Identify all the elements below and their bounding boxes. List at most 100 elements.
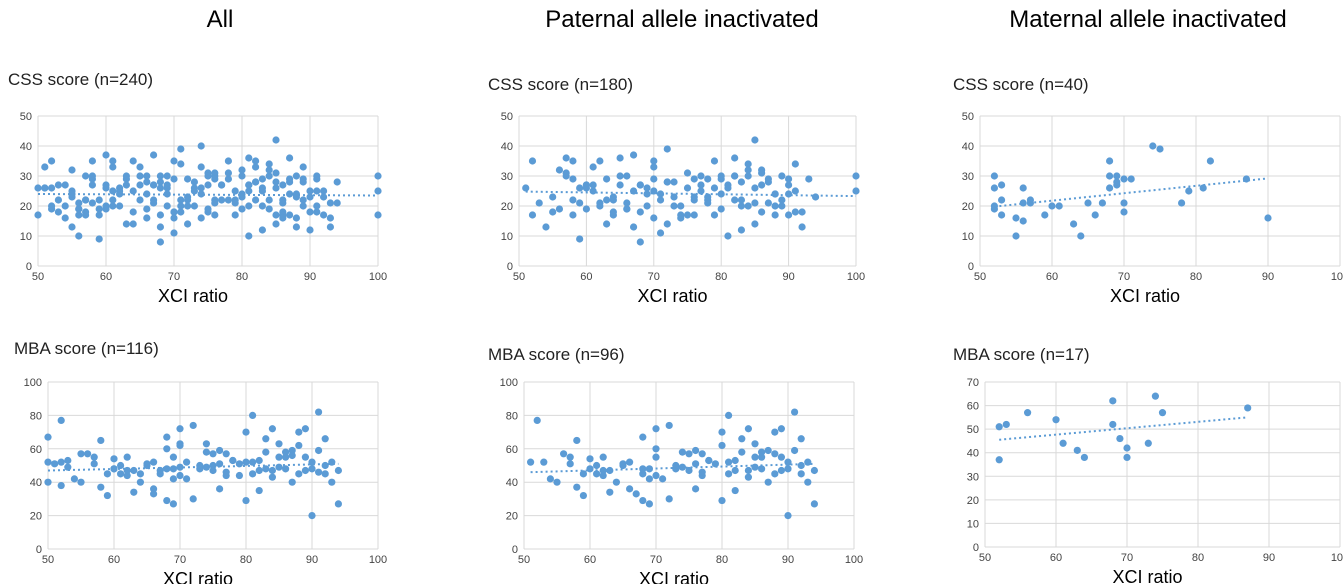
css-pat-point bbox=[737, 226, 746, 234]
mba-all-point bbox=[97, 436, 105, 445]
mba-all-point bbox=[183, 475, 191, 483]
mba-all-point bbox=[150, 458, 158, 466]
mba-pat-title: MBA score (n=96) bbox=[488, 345, 625, 364]
css-all-point bbox=[95, 235, 103, 243]
css-all-point bbox=[197, 190, 205, 198]
css-all-point bbox=[272, 220, 280, 228]
css-all-ytick: 0 bbox=[26, 261, 32, 273]
mba-mat-point bbox=[1109, 420, 1117, 429]
css-all-point bbox=[252, 196, 260, 204]
css-pat-point bbox=[697, 187, 705, 195]
css-all-ytick: 10 bbox=[20, 231, 32, 243]
css-all-point bbox=[150, 151, 158, 159]
css-mat-point bbox=[1127, 175, 1135, 183]
css-pat-point bbox=[656, 229, 665, 237]
mba-all-point bbox=[328, 478, 336, 486]
css-mat-point bbox=[1178, 199, 1186, 207]
css-pat-point bbox=[710, 211, 719, 219]
css-pat-point bbox=[636, 208, 644, 216]
css-all-point bbox=[299, 196, 307, 204]
css-all-point bbox=[75, 199, 83, 207]
mba-all-point bbox=[249, 458, 257, 466]
css-all-point bbox=[224, 196, 232, 204]
css-all-point bbox=[258, 202, 266, 210]
mba-all-point bbox=[136, 470, 144, 478]
mba-all-point bbox=[176, 441, 184, 450]
mba-all-point bbox=[169, 500, 177, 508]
css-pat-point bbox=[623, 172, 631, 180]
css-all-point bbox=[75, 205, 83, 213]
mba-all-point bbox=[123, 453, 131, 461]
mba-pat-point bbox=[560, 450, 568, 458]
css-mat-point bbox=[1113, 172, 1121, 180]
css-all-point bbox=[265, 160, 273, 168]
mba-pat-point bbox=[711, 460, 719, 468]
css-mat-point bbox=[1120, 208, 1128, 216]
mba-pat-point bbox=[579, 470, 587, 478]
css-all-point bbox=[48, 157, 56, 165]
css-pat-xtick: 80 bbox=[715, 271, 727, 283]
css-pat-point bbox=[791, 187, 799, 195]
mba-pat-point bbox=[758, 448, 766, 456]
css-pat-point bbox=[697, 172, 705, 180]
css-all-point bbox=[82, 208, 90, 216]
mba-all-point bbox=[189, 495, 197, 503]
css-all-point bbox=[54, 196, 62, 204]
mba-pat-point bbox=[731, 466, 739, 475]
mba-pat-xtick: 50 bbox=[518, 554, 530, 566]
mba-all-point bbox=[249, 411, 257, 419]
mba-mat-point bbox=[1109, 397, 1117, 405]
css-all-point bbox=[143, 205, 151, 213]
mba-pat-point bbox=[718, 441, 726, 450]
mba-pat-ytick: 80 bbox=[506, 410, 518, 422]
css-all-point bbox=[211, 199, 219, 207]
mba-all-point bbox=[176, 463, 184, 471]
css-pat-point bbox=[805, 175, 813, 183]
css-all-point bbox=[184, 175, 192, 183]
mba-all-point bbox=[176, 425, 184, 433]
css-mat-ytick: 50 bbox=[962, 111, 974, 123]
css-all-point bbox=[204, 205, 212, 213]
mba-pat-point bbox=[599, 466, 607, 475]
mba-all-point bbox=[202, 463, 210, 471]
css-pat-point bbox=[771, 211, 779, 219]
css-all-point bbox=[170, 157, 178, 165]
css-all-xtick: 90 bbox=[304, 271, 316, 283]
css-pat-point bbox=[542, 223, 550, 231]
css-pat-point bbox=[663, 220, 671, 228]
css-all-point bbox=[102, 184, 110, 192]
mba-pat-point bbox=[579, 491, 587, 500]
mba-all-point bbox=[169, 453, 177, 461]
mba-pat-point bbox=[771, 450, 779, 458]
css-all-point bbox=[48, 205, 56, 213]
css-mat-ytick: 0 bbox=[968, 261, 974, 273]
css-all-point bbox=[61, 202, 69, 210]
css-pat-point bbox=[697, 181, 705, 189]
css-pat-point bbox=[555, 205, 564, 213]
css-pat-ytick: 10 bbox=[501, 231, 513, 243]
css-pat-point bbox=[576, 235, 584, 243]
mba-all-point bbox=[301, 425, 309, 433]
css-all-point bbox=[374, 211, 382, 219]
mba-pat-point bbox=[758, 465, 766, 473]
mba-all-point bbox=[268, 473, 276, 481]
mba-mat-point bbox=[1073, 446, 1081, 454]
css-mat-point bbox=[1098, 199, 1106, 207]
mba-mat-point bbox=[995, 423, 1003, 431]
css-all-point bbox=[197, 214, 205, 222]
css-pat-point bbox=[555, 166, 564, 174]
css-all-point bbox=[218, 181, 226, 189]
css-pat-point bbox=[717, 205, 725, 213]
css-all-point bbox=[61, 214, 69, 222]
css-pat-point bbox=[677, 202, 685, 210]
css-all-point bbox=[286, 178, 294, 186]
mba-pat-point bbox=[784, 465, 792, 473]
css-all-point bbox=[252, 178, 260, 186]
css-all-point bbox=[326, 199, 334, 207]
mba-all-point bbox=[282, 453, 290, 461]
mba-all-ytick: 60 bbox=[30, 444, 42, 456]
mba-all-point bbox=[255, 456, 263, 465]
css-pat-point bbox=[798, 223, 806, 231]
css-pat-point bbox=[616, 181, 624, 189]
css-all-point bbox=[88, 172, 96, 180]
